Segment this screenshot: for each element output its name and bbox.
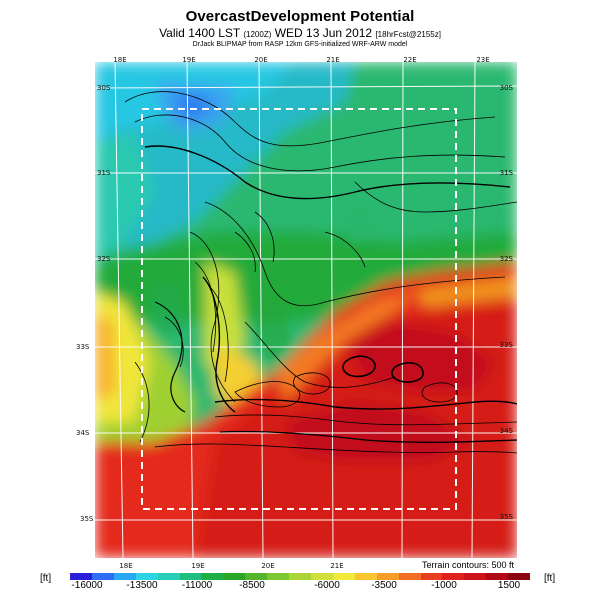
colorbar-unit-left: [ft]	[40, 573, 52, 584]
forecast-map	[95, 62, 517, 558]
lat-tick-left-35s: 35S	[80, 515, 94, 523]
colorbar-label: -8500	[239, 580, 265, 591]
lon-tick-top-22e: 22E	[403, 56, 417, 64]
colorbar-label: -1000	[431, 580, 457, 591]
lat-tick-left-32s: 32S	[97, 255, 111, 263]
lon-tick-top-18e: 18E	[113, 56, 127, 64]
colorbar-swatch	[332, 573, 355, 580]
colorbar-swatch	[398, 573, 421, 580]
lon-tick-bottom-18e: 18E	[119, 562, 133, 570]
colorbar-swatch	[376, 573, 399, 580]
colorbar-swatch	[354, 573, 377, 580]
lat-tick-left-34s: 34S	[76, 429, 90, 437]
colorbar	[70, 573, 531, 580]
valid-time: Valid 1400 LST	[159, 26, 241, 40]
lat-tick-right-33s: 33S	[499, 341, 513, 349]
lat-tick-right-35s: 35S	[499, 513, 513, 521]
lon-tick-bottom-20e: 20E	[261, 562, 275, 570]
colorbar-swatch	[201, 573, 224, 580]
colorbar-swatch	[157, 573, 180, 580]
colorbar-label: 1500	[497, 580, 521, 591]
colorbar-label: -11000	[181, 580, 213, 591]
colorbar-swatch	[508, 573, 531, 580]
colorbar-label: -16000	[71, 580, 103, 591]
colorbar-swatch	[223, 573, 246, 580]
colorbar-swatch	[113, 573, 136, 580]
valid-date: WED 13 Jun 2012	[274, 26, 373, 40]
shade-detail	[150, 202, 385, 362]
colorbar-swatch	[310, 573, 333, 580]
colorbar-unit-right: [ft]	[544, 573, 556, 584]
lat-tick-left-33s: 33S	[76, 343, 90, 351]
forecast-tag: [18hrFcst@2155z]	[375, 30, 441, 39]
lon-tick-top-20e: 20E	[254, 56, 268, 64]
lat-tick-left-31s: 31S	[97, 169, 111, 177]
colorbar-swatch	[289, 573, 311, 580]
terrain-contour-note: Terrain contours: 500 ft	[421, 560, 514, 570]
lat-tick-right-34s: 34S	[499, 427, 513, 435]
terrain-contours	[124, 91, 517, 454]
lat-tick-left-30s: 30S	[97, 84, 111, 92]
colorbar-swatch	[70, 573, 92, 580]
colorbar-label: -13500	[126, 580, 158, 591]
map-subtitle: Valid 1400 LST (1200Z) WED 13 Jun 2012 […	[0, 26, 600, 40]
lon-tick-bottom-21e: 21E	[330, 562, 344, 570]
inner-domain-box	[141, 108, 457, 510]
colorbar-swatch	[420, 573, 443, 580]
lon-tick-top-19e: 19E	[182, 56, 196, 64]
lon-tick-bottom-19e: 19E	[191, 562, 205, 570]
lat-tick-right-30s: 30S	[499, 84, 513, 92]
model-credit: DrJack BLIPMAP from RASP 12km GFS-initia…	[192, 41, 408, 48]
lon-tick-top-23e: 23E	[476, 56, 490, 64]
colorbar-swatch	[486, 573, 509, 580]
lon-tick-top-21e: 21E	[326, 56, 340, 64]
colorbar-swatch	[135, 573, 158, 580]
colorbar-swatch	[464, 573, 487, 580]
graticule	[95, 62, 517, 558]
colorbar-swatch	[442, 573, 465, 580]
colorbar-label: -6000	[314, 580, 340, 591]
lat-tick-right-31s: 31S	[499, 169, 513, 177]
colorbar-swatch	[245, 573, 268, 580]
colorbar-swatch	[179, 573, 202, 580]
colorbar-label: -3500	[371, 580, 397, 591]
colorbar-swatch	[91, 573, 114, 580]
colorbar-swatch	[267, 573, 290, 580]
map-title: OvercastDevelopment Potential	[185, 8, 415, 25]
valid-time-utc: (1200Z)	[243, 30, 272, 39]
lat-tick-right-32s: 32S	[499, 255, 513, 263]
